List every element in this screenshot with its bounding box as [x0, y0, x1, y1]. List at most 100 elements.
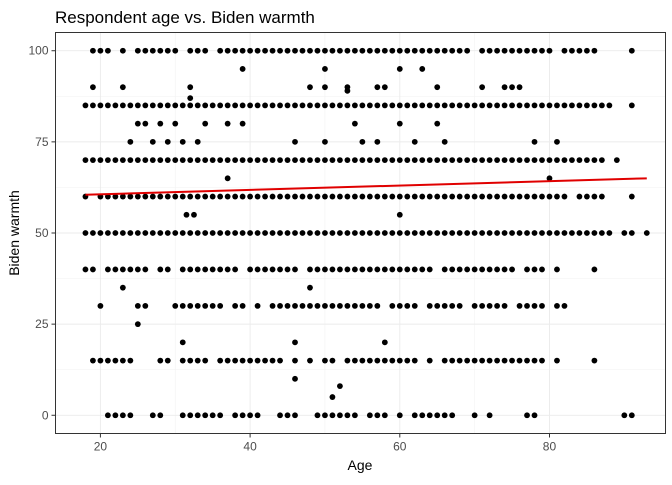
data-point [471, 230, 478, 236]
data-point [239, 230, 246, 236]
data-point [434, 102, 441, 109]
data-point [157, 357, 164, 364]
data-point [501, 84, 508, 91]
data-point [104, 102, 111, 109]
data-point [172, 303, 179, 309]
data-point [464, 230, 471, 236]
data-point [404, 303, 411, 309]
data-point [194, 157, 201, 163]
data-point [561, 157, 568, 163]
data-point [209, 157, 216, 163]
data-point [554, 157, 560, 163]
data-point [277, 193, 283, 200]
data-point [501, 193, 508, 200]
data-point [598, 193, 605, 200]
data-point [554, 230, 560, 236]
data-point [202, 157, 209, 163]
data-point [322, 412, 328, 419]
data-point [217, 266, 224, 273]
data-point [277, 102, 283, 109]
data-point [224, 175, 231, 182]
data-point [411, 193, 418, 200]
data-point [82, 157, 89, 163]
data-point [191, 211, 197, 218]
data-point [516, 357, 523, 364]
data-point [337, 412, 343, 419]
data-point [411, 303, 418, 309]
data-point [104, 157, 111, 163]
data-point [591, 47, 598, 54]
data-point [172, 102, 179, 109]
data-point [546, 175, 553, 182]
data-point [494, 357, 500, 364]
data-point [112, 266, 119, 273]
data-point [359, 357, 366, 364]
data-point [389, 47, 396, 54]
data-point [546, 47, 553, 54]
data-point [322, 230, 328, 236]
data-point [217, 157, 224, 163]
data-point [389, 193, 396, 200]
data-point [277, 47, 283, 54]
data-point [337, 102, 343, 109]
data-point [134, 266, 141, 273]
data-point [494, 47, 500, 54]
data-point [554, 102, 560, 109]
data-point [179, 230, 186, 236]
data-point [149, 230, 156, 236]
data-point [351, 357, 358, 364]
data-point [179, 266, 186, 273]
data-point [134, 303, 141, 309]
data-point [239, 102, 246, 109]
data-point [322, 84, 328, 91]
data-point [434, 230, 441, 236]
data-point [299, 157, 306, 163]
data-point [464, 266, 471, 273]
data-point [157, 47, 164, 54]
data-point [494, 102, 500, 109]
data-point [104, 47, 111, 54]
data-point [314, 412, 321, 419]
data-point [404, 266, 411, 273]
data-point [524, 266, 530, 273]
data-point [426, 357, 433, 364]
data-point [613, 157, 620, 163]
data-point [194, 412, 201, 419]
data-point [576, 193, 583, 200]
data-point [329, 230, 336, 236]
data-point [247, 266, 254, 273]
data-point [217, 357, 224, 364]
data-point [576, 47, 583, 54]
data-point [179, 412, 186, 419]
data-point [396, 230, 403, 236]
data-point [247, 47, 254, 54]
data-point [329, 157, 336, 163]
data-point [359, 303, 366, 309]
data-point [516, 102, 523, 109]
data-point [134, 120, 141, 127]
data-point [322, 266, 328, 273]
data-point [366, 102, 373, 109]
data-point [157, 266, 164, 273]
data-point [262, 193, 268, 200]
data-point [606, 102, 613, 109]
data-point [202, 230, 209, 236]
data-point [202, 193, 209, 200]
data-point [426, 303, 433, 309]
data-point [134, 193, 141, 200]
data-point [329, 394, 336, 400]
data-point [584, 157, 590, 163]
data-point [569, 230, 575, 236]
y-tick-label: 50 [35, 226, 49, 240]
data-point [471, 102, 478, 109]
data-point [396, 303, 403, 309]
data-point [202, 357, 209, 364]
data-point [396, 193, 403, 200]
data-point [292, 193, 298, 200]
data-point [434, 412, 441, 419]
data-point [381, 412, 388, 419]
data-point [471, 303, 478, 309]
data-point [202, 303, 209, 309]
data-point [351, 230, 358, 236]
